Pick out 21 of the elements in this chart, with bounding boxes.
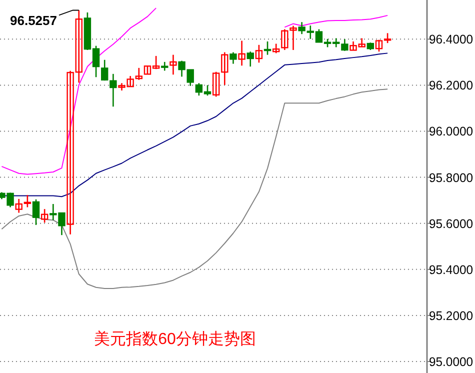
candlestick: [40, 208, 48, 224]
candlestick: [246, 50, 254, 68]
candlestick: [170, 54, 177, 76]
text: 美元指数60分钟走势图: [94, 330, 256, 348]
y-tick-label: 96.2000: [429, 78, 474, 93]
candlestick: [272, 43, 280, 54]
y-tick-label: 95.6000: [429, 216, 474, 231]
y-tick-label: 96.0000: [429, 124, 474, 139]
candlestick: [255, 44, 263, 64]
candlestick: [230, 52, 237, 64]
y-tick-label: 95.8000: [429, 170, 474, 185]
candlestick: [238, 40, 246, 66]
candlestick: [264, 40, 272, 56]
annotation: 96.5257: [10, 13, 57, 28]
y-tick-label: 95.2000: [429, 308, 474, 323]
candlestick: [221, 52, 228, 86]
candlestick: [32, 198, 40, 226]
y-tick-label: 96.4000: [429, 32, 474, 47]
candlestick: [212, 71, 220, 98]
y-tick-label: 95.0000: [429, 354, 474, 369]
y-tick-label: 95.4000: [429, 262, 474, 277]
